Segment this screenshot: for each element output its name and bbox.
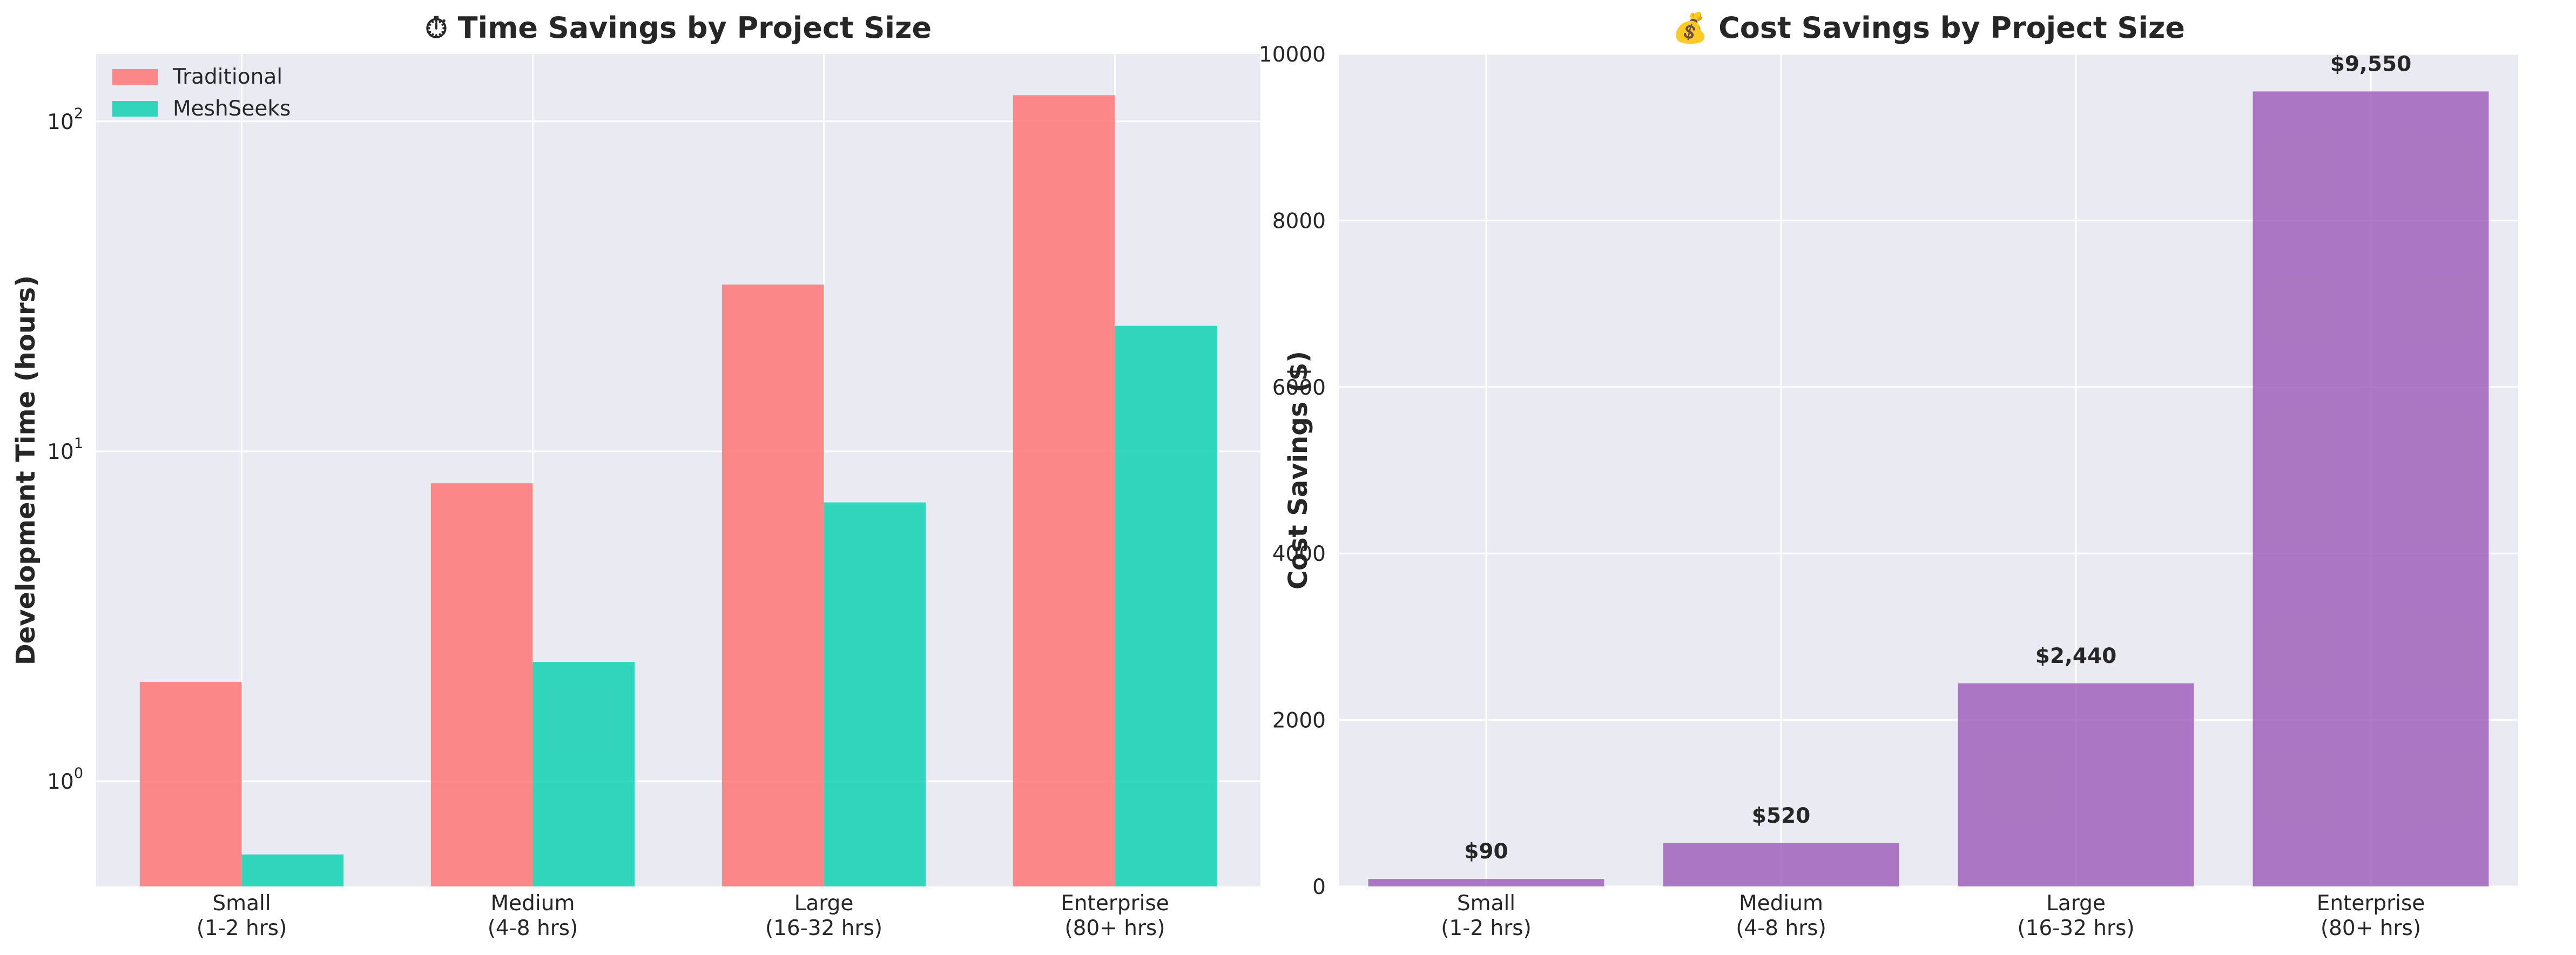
y-tick-label: 8000: [1272, 209, 1326, 233]
y-axis-label: Cost Savings ($): [1283, 351, 1313, 590]
bar-cost-savings: [1958, 683, 2194, 886]
cost-savings-chart: $90 $520 $2,440 $9,550 0 2000 4000 6000 8000 1000…: [1259, 11, 2518, 940]
x-tick-sublabel: (80+ hrs): [2321, 916, 2421, 940]
x-tick-sublabel: (4-8 hrs): [1736, 916, 1826, 940]
x-tick-label: Enterprise: [1061, 891, 1169, 916]
bar-meshseeks: [532, 662, 635, 886]
x-tick-sublabel: (1-2 hrs): [197, 916, 287, 940]
time-savings-chart: 100 101 102 Small(1-2 hrs) Medium(4-8 hrs) La…: [11, 11, 1260, 940]
legend-label: Traditional: [172, 65, 282, 89]
x-tick-label: Medium: [491, 891, 575, 916]
x-tick-label: Large: [794, 891, 854, 916]
bar-value-label: $2,440: [2035, 644, 2117, 668]
x-tick-sublabel: (80+ hrs): [1064, 916, 1165, 940]
bar-meshseeks: [241, 854, 344, 886]
bar-cost-savings: [2253, 91, 2489, 886]
bar-cost-savings: [1663, 843, 1899, 886]
y-axis-label: Development Time (hours): [11, 275, 41, 665]
legend-swatch: [112, 69, 158, 85]
y-tick-label: 4000: [1272, 542, 1326, 566]
x-tick-label: Enterprise: [2317, 891, 2425, 916]
y-tick-label: 10000: [1259, 43, 1326, 67]
bar-value-label: $9,550: [2330, 52, 2412, 76]
bar-meshseeks: [1115, 326, 1217, 887]
x-tick-sublabel: (16-32 hrs): [765, 916, 882, 940]
bar-meshseeks: [824, 502, 926, 886]
y-tick-label: 101: [47, 435, 83, 464]
chart-title: ⏱ Time Savings by Project Size: [425, 11, 932, 45]
bar-traditional: [430, 483, 533, 886]
y-tick-label: 0: [1312, 875, 1326, 899]
x-tick-label: Small: [1457, 891, 1515, 916]
y-tick-label: 6000: [1272, 376, 1326, 400]
bar-traditional: [1013, 95, 1115, 886]
legend-label: MeshSeeks: [173, 97, 291, 121]
bar-cost-savings: [1368, 879, 1604, 886]
x-tick-label: Small: [212, 891, 271, 916]
x-tick-sublabel: (16-32 hrs): [2017, 916, 2134, 940]
x-tick-label: Large: [2046, 891, 2106, 916]
bar-value-label: $90: [1464, 839, 1508, 864]
bar-traditional: [139, 682, 242, 886]
y-tick-label: 102: [47, 105, 83, 134]
x-tick-sublabel: (1-2 hrs): [1441, 916, 1532, 940]
bar-value-label: $520: [1752, 804, 1811, 828]
y-tick-label: 2000: [1272, 709, 1326, 733]
chart-title: 💰 Cost Savings by Project Size: [1672, 11, 2185, 45]
legend-swatch: [112, 101, 158, 117]
bar-traditional: [721, 285, 824, 886]
x-tick-sublabel: (4-8 hrs): [488, 916, 578, 940]
x-tick-label: Medium: [1739, 891, 1823, 916]
y-tick-label: 100: [47, 765, 83, 794]
